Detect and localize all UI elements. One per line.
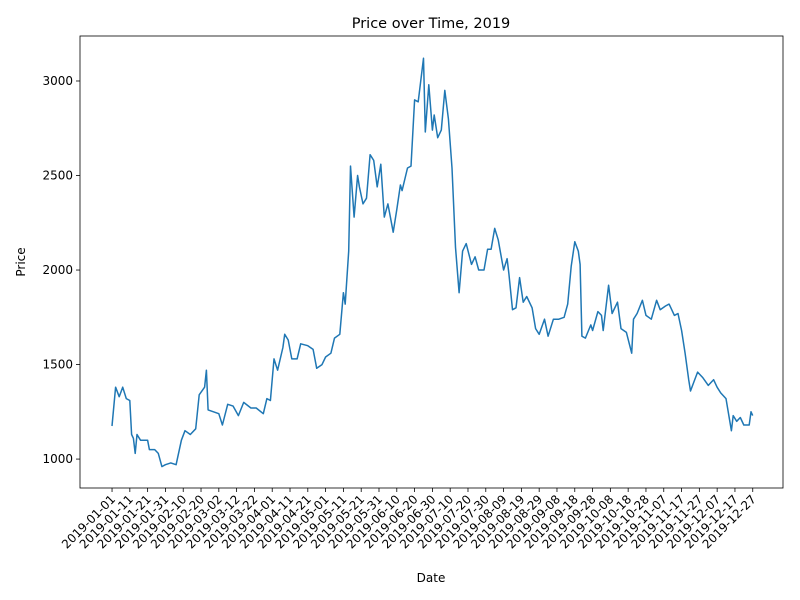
chart-title: Price over Time, 2019 [352, 16, 511, 32]
y-tick-label: 1500 [42, 358, 73, 372]
y-tick-label: 2000 [42, 263, 73, 277]
price-line [111, 57, 754, 468]
y-tick-label: 1000 [42, 452, 73, 466]
y-tick-label: 3000 [42, 74, 73, 88]
y-axis-label: Price [14, 247, 28, 276]
plot-frame [79, 35, 784, 489]
y-tick-label: 2500 [42, 169, 73, 183]
x-axis-label: Date [417, 571, 446, 585]
